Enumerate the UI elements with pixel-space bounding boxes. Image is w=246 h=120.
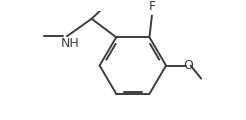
- Text: NH: NH: [61, 37, 79, 50]
- Text: O: O: [183, 59, 193, 72]
- Text: F: F: [149, 0, 156, 13]
